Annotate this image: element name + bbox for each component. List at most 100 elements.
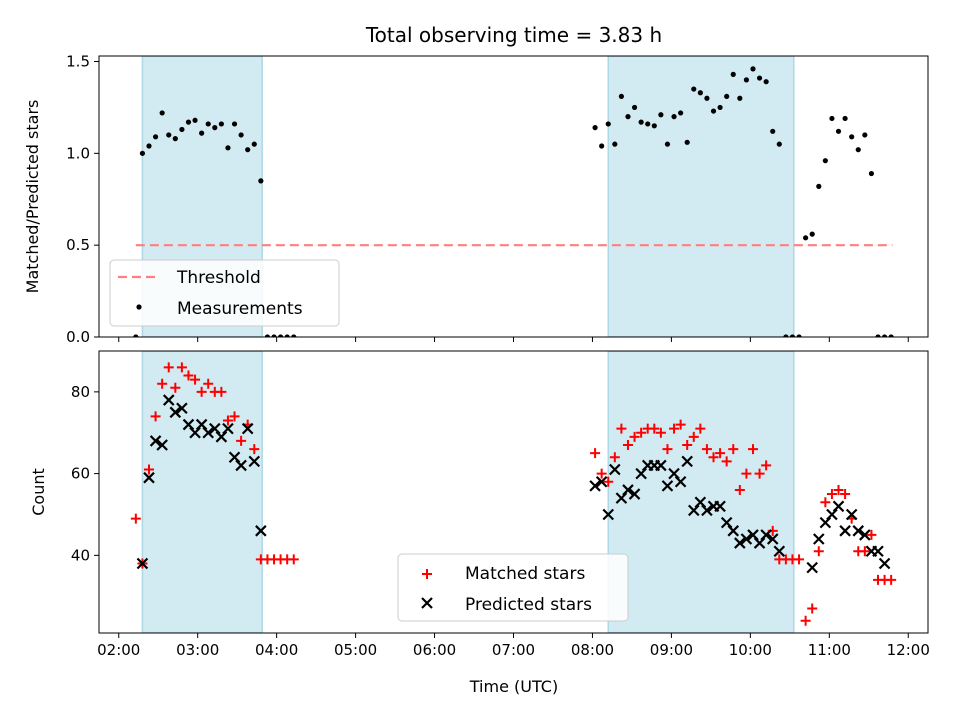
predicted-star-point (156, 439, 168, 451)
x-tick-label: 06:00 (413, 641, 456, 659)
measurement-point (743, 77, 750, 83)
x-tick-label: 12:00 (887, 641, 930, 659)
predicted-star-point (687, 504, 700, 517)
x-tick-label: 07:00 (492, 641, 535, 659)
measurement-point (724, 93, 730, 100)
shaded-range-0 (141, 351, 263, 633)
matched-star-point (629, 431, 640, 442)
matched-star-point (636, 427, 647, 438)
matched-star-point (130, 513, 141, 524)
predicted-star-point (701, 504, 713, 517)
predicted-star-point (149, 435, 162, 447)
legend-box (109, 259, 340, 327)
measurement-point (212, 125, 218, 131)
predicted-star-point (753, 537, 766, 549)
matched-star-point (590, 448, 601, 459)
matched-star-point (249, 444, 260, 455)
measurement-point (133, 334, 139, 337)
matched-star-point (176, 362, 187, 373)
measurement-point (770, 128, 776, 134)
measurement-point (271, 334, 277, 337)
matched-star-point (229, 411, 240, 422)
measurement-point (717, 104, 723, 111)
legend-box (397, 553, 629, 622)
measurement-point (783, 334, 789, 337)
y-tick-label: 1.0 (66, 144, 90, 162)
predicted-star-point (202, 426, 214, 439)
measurement-point (829, 115, 835, 122)
matched-star-point (721, 456, 732, 467)
chart-title: Total observing time = 3.83 h (365, 23, 662, 47)
matched-star-point (807, 603, 818, 614)
x-tick-label: 09:00 (650, 641, 693, 659)
plot-area (133, 56, 894, 337)
predicted-star-point (747, 529, 759, 541)
y-axis-label: Count (29, 468, 48, 516)
predicted-star-point (668, 467, 680, 480)
measurement-point (238, 132, 244, 138)
measurement-point (638, 119, 644, 125)
measurement-point (704, 95, 710, 101)
matched-star-point (747, 444, 758, 455)
measurement-point (803, 235, 809, 241)
predicted-star-point (169, 406, 182, 419)
predicted-star-point (766, 533, 779, 545)
measurement-point (816, 183, 822, 189)
measurement-point (284, 334, 290, 337)
matched-star-point (886, 574, 897, 585)
measurement-point (179, 126, 185, 133)
predicted-star-point (661, 480, 674, 492)
panel-count: 02:00 03:00 04:00 05:00 06:00 07:00 08:00 09:00… (29, 350, 930, 659)
matched-star-point (288, 554, 299, 565)
measurement-point (258, 178, 264, 184)
measurement-point (835, 128, 842, 134)
matched-star-point (196, 386, 207, 397)
predicted-star-point (162, 394, 175, 406)
predicted-star-point (694, 496, 707, 508)
matched-star-point (190, 374, 201, 385)
measurement-point (159, 110, 165, 116)
measurement-point (205, 121, 211, 127)
matched-star-point (203, 378, 214, 389)
legend: Threshold Measurements (109, 259, 340, 327)
measurement-point (245, 147, 251, 153)
x-tick-label: 03:00 (176, 641, 219, 659)
measurement-point (678, 110, 684, 116)
y-tick-label: 60 (71, 465, 90, 483)
predicted-star-point (859, 529, 871, 541)
series-matched-stars (130, 362, 897, 626)
measurement-point (776, 141, 782, 147)
matched-star-point (655, 427, 666, 438)
measurement-point (763, 79, 769, 85)
measurement-point (152, 134, 159, 140)
matched-star-point (157, 378, 168, 389)
predicted-star-point (222, 422, 234, 435)
matched-star-point (866, 529, 877, 540)
plot-area (130, 351, 897, 633)
measurement-point (592, 125, 598, 131)
measurement-point (631, 104, 638, 111)
predicted-star-point (209, 422, 221, 435)
predicted-star-point (734, 537, 746, 549)
x-tick-label: 11:00 (808, 641, 851, 659)
predicted-star-point (674, 476, 687, 488)
measurement-point (697, 90, 703, 96)
predicted-star-point (872, 545, 884, 558)
measurement-point (710, 108, 717, 114)
matched-star-point (622, 440, 633, 450)
measurement-point (625, 114, 631, 120)
legend: Matched stars Predicted stars (397, 553, 629, 622)
measurement-point (868, 170, 875, 177)
measurement-point (684, 139, 690, 145)
measurement-point (849, 134, 855, 140)
legend-label-measurements: Measurements (177, 299, 303, 319)
series-predicted-stars (136, 394, 891, 574)
matched-star-point (741, 468, 752, 479)
predicted-star-point (189, 426, 201, 439)
measurement-point (605, 121, 611, 127)
predicted-star-point (255, 525, 267, 537)
predicted-star-point (182, 418, 195, 431)
matched-star-point (669, 423, 680, 434)
matched-star-point (728, 444, 739, 455)
predicted-star-point (628, 488, 641, 500)
